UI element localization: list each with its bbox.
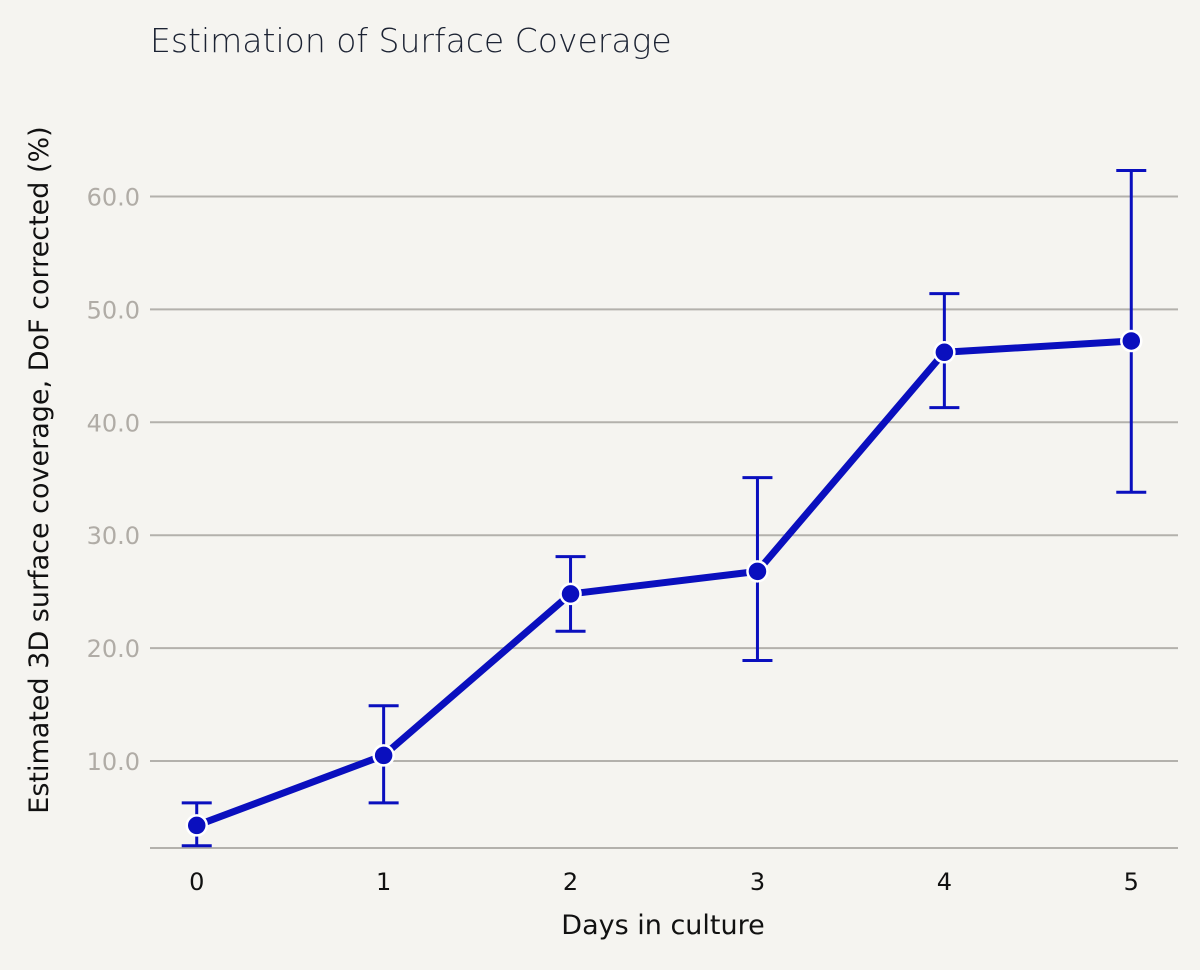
y-axis-label: Estimated 3D surface coverage, DoF corre… bbox=[24, 126, 55, 813]
y-tick-label: 10.0 bbox=[87, 748, 140, 776]
data-point bbox=[1120, 329, 1143, 353]
x-axis-label: Days in culture bbox=[561, 910, 764, 941]
data-point bbox=[185, 814, 208, 837]
axis-layer: 10.0 20.0 30.0 40.0 50.0 60.0 0 1 2 3 4 5 bbox=[87, 183, 1178, 896]
data-point bbox=[372, 744, 395, 767]
x-tick-label: 4 bbox=[937, 868, 952, 896]
data-point bbox=[559, 582, 582, 606]
x-tick-label: 5 bbox=[1124, 868, 1139, 896]
chart-title: Estimation of Surface Coverage bbox=[150, 21, 672, 60]
data-point bbox=[746, 560, 769, 583]
grid-layer bbox=[150, 195, 1178, 763]
x-tick-label: 1 bbox=[376, 868, 391, 896]
y-tick-label: 40.0 bbox=[87, 409, 140, 437]
x-tick-label: 3 bbox=[750, 868, 765, 896]
x-tick-label: 0 bbox=[189, 868, 204, 896]
y-tick-label: 20.0 bbox=[87, 635, 140, 663]
y-tick-label: 30.0 bbox=[87, 522, 140, 550]
y-tick-label: 50.0 bbox=[87, 296, 140, 324]
data-point bbox=[933, 341, 956, 364]
x-tick-label: 2 bbox=[563, 868, 578, 896]
series-layer bbox=[181, 168, 1147, 848]
series-line bbox=[193, 337, 1135, 829]
y-tick-label: 60.0 bbox=[87, 183, 140, 211]
